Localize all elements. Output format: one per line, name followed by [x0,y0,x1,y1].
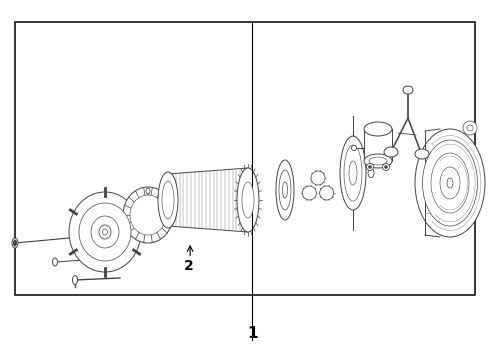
Ellipse shape [279,170,291,210]
Ellipse shape [73,275,77,284]
Ellipse shape [415,129,485,237]
Text: 2: 2 [184,260,194,273]
Ellipse shape [311,171,325,185]
Ellipse shape [276,160,294,220]
Ellipse shape [52,258,57,266]
Ellipse shape [123,187,173,243]
Ellipse shape [351,145,357,150]
Ellipse shape [237,168,259,232]
Ellipse shape [158,172,178,228]
Ellipse shape [368,168,374,177]
Ellipse shape [467,125,473,131]
Ellipse shape [349,161,357,185]
Ellipse shape [440,167,460,199]
Ellipse shape [319,186,334,200]
Ellipse shape [367,163,373,171]
Ellipse shape [463,121,477,135]
Ellipse shape [403,86,413,94]
Bar [15,22,475,295]
Ellipse shape [14,240,17,246]
Ellipse shape [340,136,366,210]
Ellipse shape [69,192,141,272]
Ellipse shape [431,153,469,213]
Ellipse shape [385,166,388,168]
Ellipse shape [102,229,107,235]
Ellipse shape [12,238,18,248]
Ellipse shape [162,181,174,219]
Ellipse shape [364,154,392,168]
Ellipse shape [364,122,392,136]
Ellipse shape [383,163,390,171]
Ellipse shape [368,166,371,168]
Ellipse shape [79,203,131,261]
Ellipse shape [415,149,429,159]
Ellipse shape [302,186,317,200]
Ellipse shape [146,188,150,194]
Ellipse shape [130,195,166,235]
Ellipse shape [242,182,254,218]
Ellipse shape [91,216,119,248]
Text: 1: 1 [247,325,258,341]
Ellipse shape [344,145,362,201]
Ellipse shape [422,140,477,226]
Ellipse shape [283,182,288,198]
Ellipse shape [369,157,387,165]
Ellipse shape [447,178,453,188]
Ellipse shape [99,225,111,239]
Ellipse shape [384,147,398,157]
